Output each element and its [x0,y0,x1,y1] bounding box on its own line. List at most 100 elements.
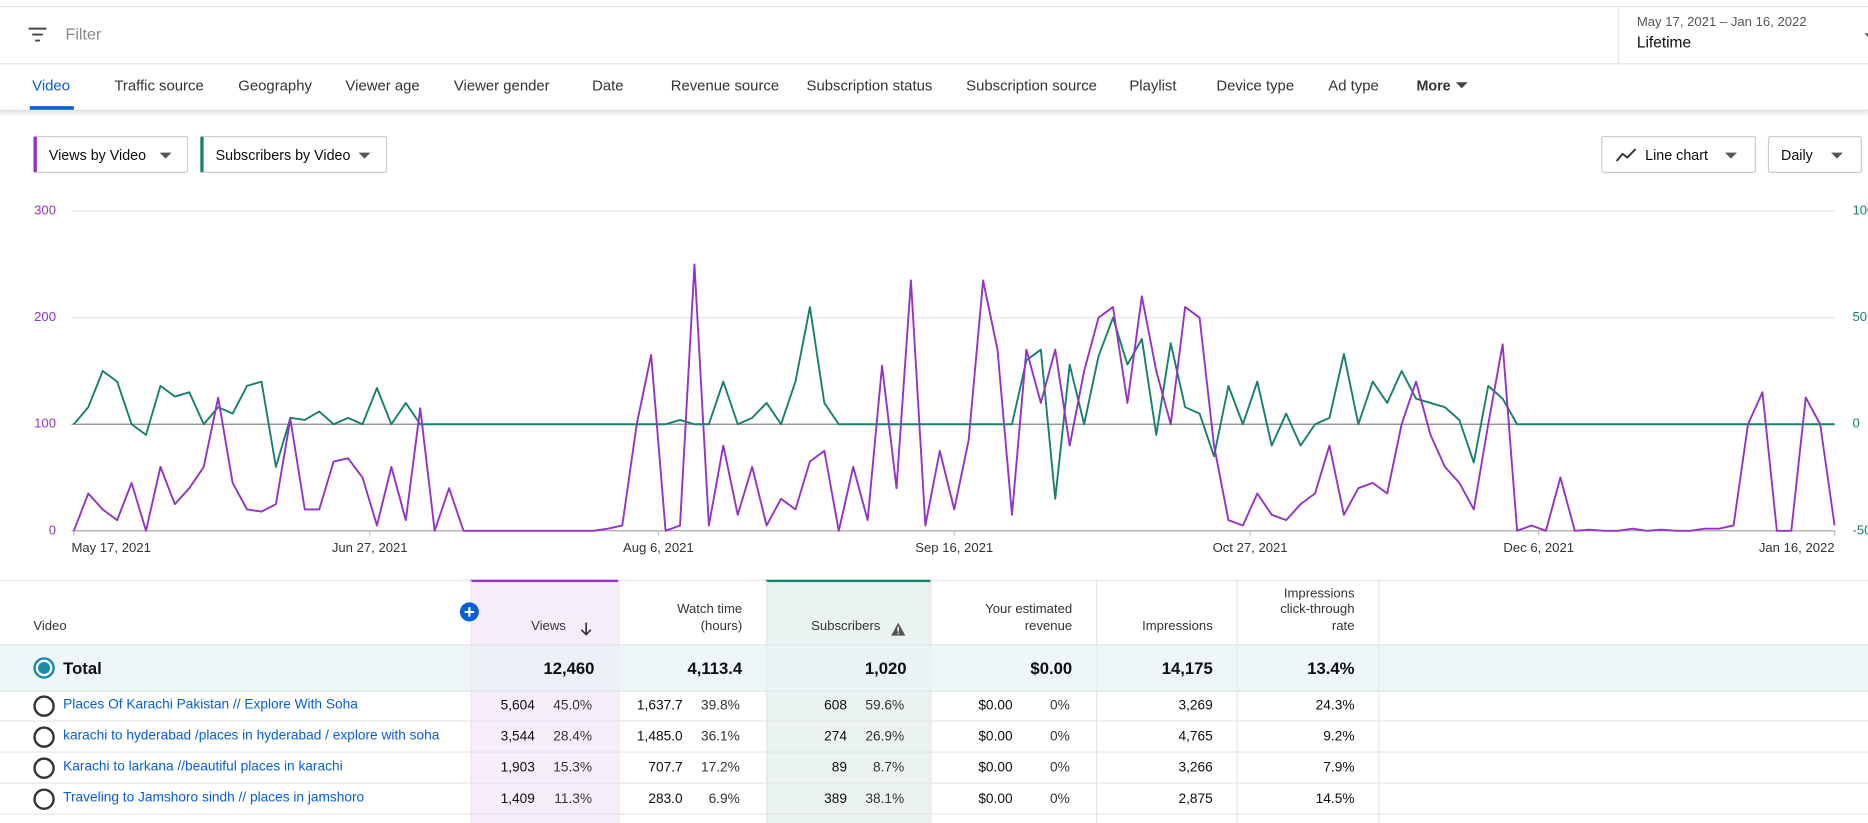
column-header[interactable]: Impressions click-through rate [1237,581,1379,644]
cell-percent: 0% [1013,698,1070,712]
table-cell: 283.06.9% [618,784,766,814]
table-cell: 60859.6% [766,691,930,721]
column-header-text: Views [531,618,566,634]
cell-value: 389 [824,791,847,805]
cell-value: 4,765 [1178,729,1212,743]
table-cell: 1,40911.3% [471,784,619,814]
cell-value: 3,266 [1178,760,1212,774]
column-header-text: Impressions click-through rate [1259,586,1354,634]
table-cell: 7.9% [1237,753,1379,783]
column-header-text: Watch time (hours) [659,602,742,634]
cell-value: 5,604 [501,698,535,712]
cell-percent: 38.1% [847,791,904,805]
cell-percent: 28.4% [535,729,592,743]
cell-percent: 17.2% [683,760,740,774]
total-cell: 12,460 [471,645,619,690]
table-row: karachi to hyderabad /places in hyderaba… [0,722,1868,753]
table-cell: 24.3% [1237,691,1379,721]
table-cell: 27426.9% [766,722,930,752]
total-value: 13.4% [1307,658,1354,677]
table-cell: 898.7% [766,753,930,783]
cell-value: 1,409 [501,791,535,805]
cell-percent: 0% [1013,791,1070,805]
column-header: Video [33,581,390,644]
cell-value: 608 [824,698,847,712]
cell-percent: 6.9% [683,791,740,805]
table-cell: $0.000% [930,753,1096,783]
cell-percent: 15.3% [535,760,592,774]
cell-percent: 45.0% [535,698,592,712]
column-header-text: Impressions [1142,618,1213,634]
cell-value: 1,485.0 [637,729,683,743]
table-cell: 3,54428.4% [471,722,619,752]
row-radio[interactable] [33,757,54,778]
video-title[interactable]: Traveling to Jamshoro sindh // places in… [63,791,364,805]
cell-value: 1,637.7 [637,698,683,712]
cell-value: 283.0 [648,791,682,805]
column-header[interactable]: Views [471,581,619,644]
total-value: 12,460 [543,658,594,677]
cell-value: $0.00 [978,760,1012,774]
table-row: Traveling to Jamshoro sindh // places in… [0,784,1868,815]
table-cell: 9.2% [1237,722,1379,752]
total-cell: 13.4% [1237,645,1379,690]
total-cell: 14,175 [1096,645,1237,690]
cell-value: 274 [824,729,847,743]
column-header[interactable]: Subscribers [766,581,930,644]
total-cell: 4,113.4 [618,645,766,690]
total-radio[interactable] [33,657,54,678]
table-cell: 2,875 [1096,784,1237,814]
cell-value: 89 [832,760,847,774]
total-label: Total [63,658,102,677]
row-radio[interactable] [33,695,54,716]
video-title[interactable]: karachi to hyderabad /places in hyderaba… [63,729,439,743]
table-cell: 1,90315.3% [471,753,619,783]
column-header-text: Video [33,618,66,634]
table-cell: $0.000% [930,784,1096,814]
cell-percent: 8.7% [847,760,904,774]
cell-value: 9.2% [1323,729,1354,743]
column-header[interactable]: Watch time (hours) [618,581,766,644]
column-header-text: Your estimated revenue [965,602,1072,634]
table-cell: 1,485.036.1% [618,722,766,752]
total-value: $0.00 [1030,658,1072,677]
table-row: Karachi to larkana //beautiful places in… [0,753,1868,784]
row-radio[interactable] [33,788,54,809]
sort-arrow [580,620,592,634]
total-value: 1,020 [865,658,907,677]
video-title[interactable]: Karachi to larkana //beautiful places in… [63,760,342,774]
table-row: Places Of Karachi Pakistan // Explore Wi… [0,691,1868,722]
table-cell: 3,269 [1096,691,1237,721]
table-cell: 707.717.2% [618,753,766,783]
cell-value: $0.00 [978,698,1012,712]
add-column-button[interactable] [460,602,479,621]
column-header[interactable]: Your estimated revenue [930,581,1096,644]
cell-percent: 59.6% [847,698,904,712]
total-cell: 1,020 [766,645,930,690]
total-row: Total 12,460 4,113.4 1,020 $0.00 14,175 13.4% [0,644,1868,692]
table-cell: $0.000% [930,722,1096,752]
warning-icon [891,620,905,634]
cell-value: 707.7 [648,760,682,774]
table-cell: 38938.1% [766,784,930,814]
cell-value: 7.9% [1323,760,1354,774]
cell-value: 24.3% [1316,698,1355,712]
table-cell: 1,637.739.8% [618,691,766,721]
row-radio[interactable] [33,726,54,747]
cell-value: 2,875 [1178,791,1212,805]
column-header[interactable]: Impressions [1096,581,1237,644]
table-cell: 5,60445.0% [471,691,619,721]
table-cell: 14.5% [1237,784,1379,814]
cell-percent: 26.9% [847,729,904,743]
cell-value: 14.5% [1316,791,1355,805]
total-cell: $0.00 [930,645,1096,690]
table-cell: $0.000% [930,691,1096,721]
cell-percent: 0% [1013,729,1070,743]
cell-percent: 39.8% [683,698,740,712]
cell-value: 3,269 [1178,698,1212,712]
video-title[interactable]: Places Of Karachi Pakistan // Explore Wi… [63,698,358,712]
cell-value: 1,903 [501,760,535,774]
